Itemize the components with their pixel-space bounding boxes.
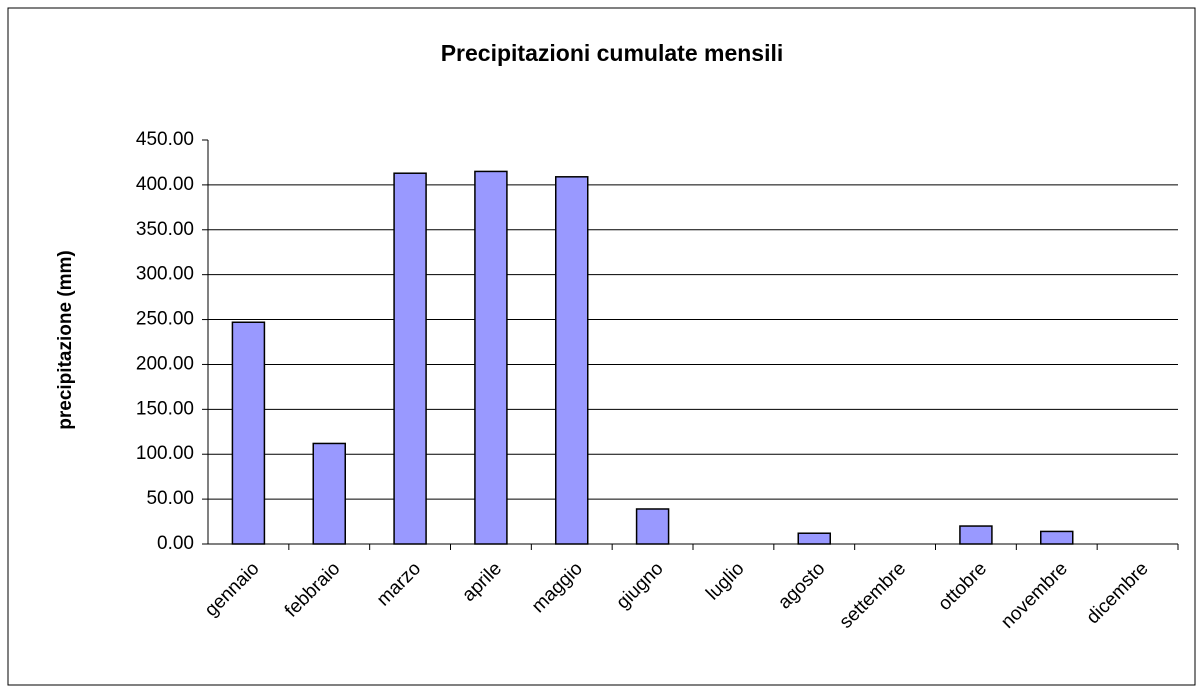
y-tick-label: 350.00 bbox=[136, 219, 194, 240]
bar bbox=[312, 442, 346, 545]
chart-title: Precipitazioni cumulate mensili bbox=[441, 40, 784, 66]
bar bbox=[797, 532, 831, 545]
y-tick-label: 450.00 bbox=[136, 129, 194, 150]
y-tick-label: 300.00 bbox=[136, 264, 194, 285]
y-tick-label: 200.00 bbox=[136, 353, 194, 374]
y-tick-label: 150.00 bbox=[136, 398, 194, 419]
chart-frame bbox=[7, 7, 1196, 686]
y-tick-label: 50.00 bbox=[146, 488, 194, 509]
bar bbox=[635, 508, 670, 545]
y-tick-label: 250.00 bbox=[136, 309, 194, 330]
y-tick-label: 0.00 bbox=[157, 533, 194, 554]
bar bbox=[555, 176, 589, 545]
bar bbox=[231, 321, 266, 545]
bar bbox=[959, 525, 993, 545]
bar bbox=[393, 172, 427, 545]
y-tick-label: 400.00 bbox=[136, 174, 194, 195]
bar bbox=[474, 170, 508, 545]
y-axis-label: precipitazione (mm) bbox=[55, 250, 76, 429]
y-tick-label: 100.00 bbox=[136, 443, 194, 464]
bar bbox=[1040, 530, 1074, 545]
